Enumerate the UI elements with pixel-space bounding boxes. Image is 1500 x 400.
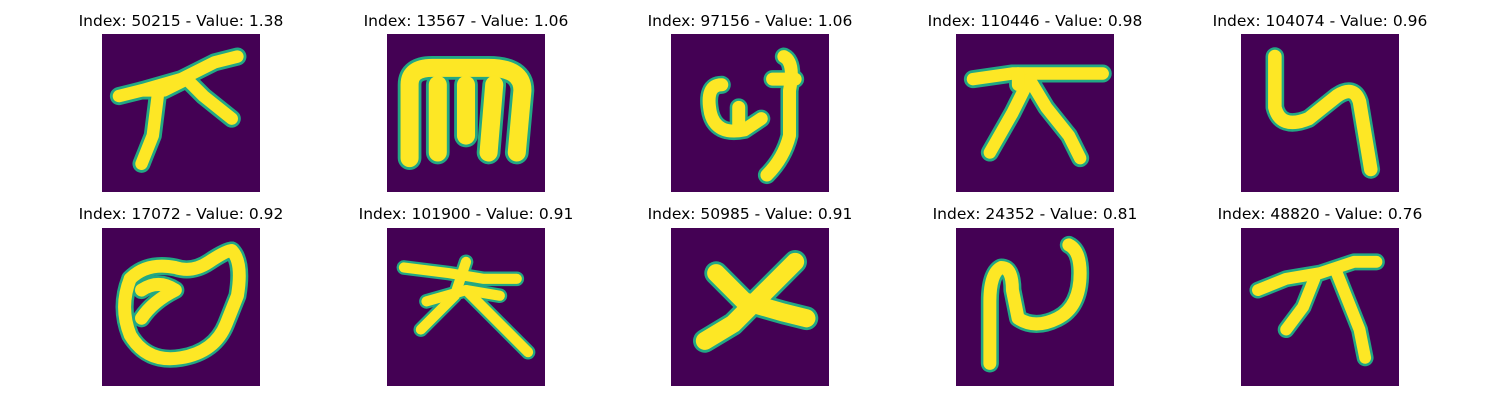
glyph-image	[102, 228, 260, 386]
image-panel: Index: 17072 - Value: 0.92	[79, 205, 283, 386]
glyph-image	[387, 34, 545, 192]
panel-title: Index: 97156 - Value: 1.06	[647, 12, 853, 30]
image-panel: Index: 13567 - Value: 1.06	[364, 12, 568, 192]
image-panel: Index: 97156 - Value: 1.06	[648, 12, 852, 192]
glyph-image	[956, 34, 1114, 192]
panel-title: Index: 13567 - Value: 1.06	[363, 12, 569, 30]
panel-title: Index: 101900 - Value: 0.91	[358, 205, 574, 223]
panel-title: Index: 50985 - Value: 0.91	[647, 205, 853, 223]
panel-title: Index: 24352 - Value: 0.81	[932, 205, 1138, 223]
glyph-image	[102, 34, 260, 192]
image-panel: Index: 48820 - Value: 0.76	[1218, 205, 1422, 386]
panel-title: Index: 48820 - Value: 0.76	[1217, 205, 1423, 223]
glyph-image	[1241, 34, 1399, 192]
glyph-image	[671, 228, 829, 386]
image-panel: Index: 104074 - Value: 0.96	[1213, 12, 1427, 192]
glyph-image	[387, 228, 545, 386]
glyph-image	[956, 228, 1114, 386]
panel-title: Index: 104074 - Value: 0.96	[1212, 12, 1428, 30]
image-panel: Index: 24352 - Value: 0.81	[933, 205, 1137, 386]
glyph-image	[1241, 228, 1399, 386]
panel-title: Index: 50215 - Value: 1.38	[78, 12, 284, 30]
glyph-image	[671, 34, 829, 192]
image-panel: Index: 50985 - Value: 0.91	[648, 205, 852, 386]
image-panel: Index: 101900 - Value: 0.91	[359, 205, 573, 386]
image-panel: Index: 110446 - Value: 0.98	[928, 12, 1142, 192]
panel-title: Index: 17072 - Value: 0.92	[78, 205, 284, 223]
panel-title: Index: 110446 - Value: 0.98	[927, 12, 1143, 30]
image-panel: Index: 50215 - Value: 1.38	[79, 12, 283, 192]
